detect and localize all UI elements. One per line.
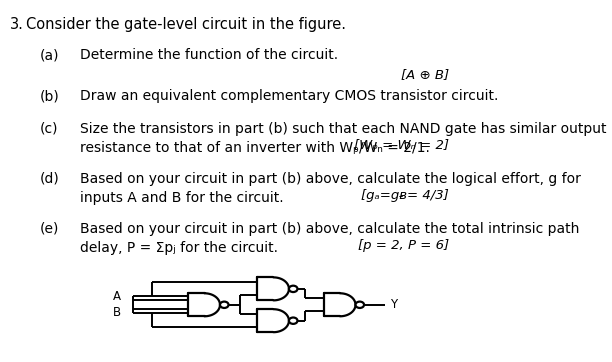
Text: [Wₚ = Wₙ = 2]: [Wₚ = Wₙ = 2] xyxy=(354,139,449,152)
Text: (a): (a) xyxy=(40,49,59,62)
Circle shape xyxy=(356,302,364,308)
Text: [gₐ=gᴃ= 4/3]: [gₐ=gᴃ= 4/3] xyxy=(361,189,449,202)
Text: [p = 2, P = 6]: [p = 2, P = 6] xyxy=(357,239,449,252)
Text: Determine the function of the circuit.: Determine the function of the circuit. xyxy=(80,49,338,62)
Circle shape xyxy=(289,317,297,324)
Text: B: B xyxy=(113,307,121,320)
Circle shape xyxy=(289,286,297,292)
Text: Y: Y xyxy=(390,298,397,311)
Text: (e): (e) xyxy=(40,222,59,236)
Circle shape xyxy=(220,302,228,308)
Text: Based on your circuit in part (b) above, calculate the total intrinsic path
dela: Based on your circuit in part (b) above,… xyxy=(80,222,580,254)
Text: A: A xyxy=(113,290,121,303)
Text: Draw an equivalent complementary CMOS transistor circuit.: Draw an equivalent complementary CMOS tr… xyxy=(80,89,499,103)
Text: Size the transistors in part (b) such that each NAND gate has similar output
res: Size the transistors in part (b) such th… xyxy=(80,122,606,155)
Text: Based on your circuit in part (b) above, calculate the logical effort, g for
inp: Based on your circuit in part (b) above,… xyxy=(80,172,581,205)
Text: (b): (b) xyxy=(40,89,59,103)
Text: 3.: 3. xyxy=(10,17,24,31)
Text: (d): (d) xyxy=(40,172,59,186)
Text: [A ⊕ B]: [A ⊕ B] xyxy=(401,68,449,81)
Text: Consider the gate-level circuit in the figure.: Consider the gate-level circuit in the f… xyxy=(26,17,346,31)
Text: (c): (c) xyxy=(40,122,58,136)
